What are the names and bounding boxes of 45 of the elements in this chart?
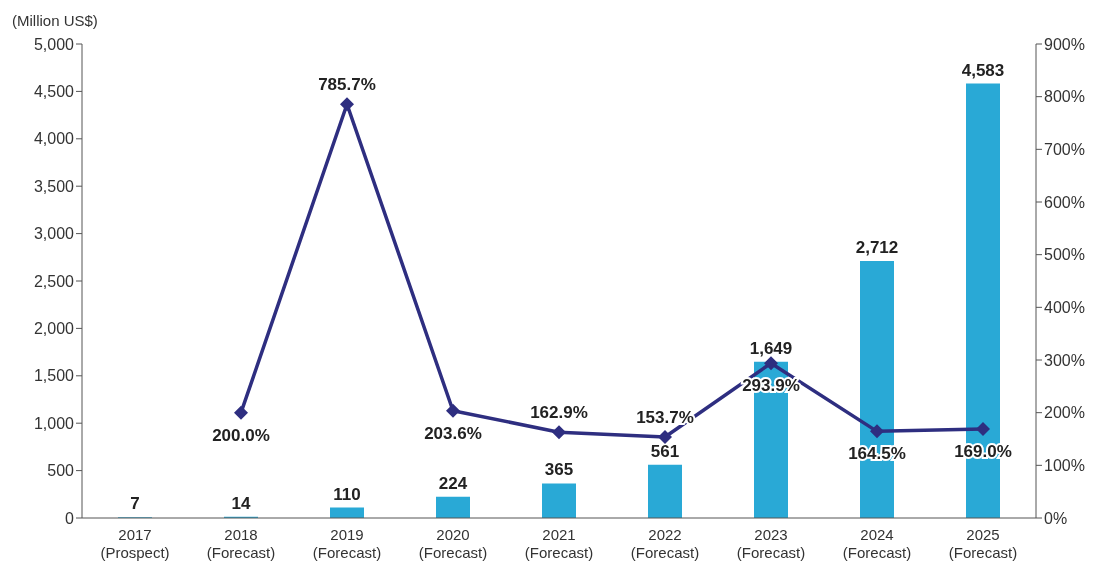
data-label: 203.6% bbox=[424, 423, 482, 443]
x-tick-label: 2022 (Forecast) bbox=[630, 526, 700, 561]
y-tick-label: 3,000 bbox=[33, 225, 75, 243]
y2-tick-label: 400% bbox=[1044, 299, 1085, 317]
y-tick-label: 1,000 bbox=[33, 414, 75, 432]
data-label: 561 bbox=[650, 441, 680, 461]
y-tick-label: 2,000 bbox=[33, 320, 75, 338]
y-tick-label: 1,500 bbox=[33, 367, 75, 385]
data-label: 153.7% bbox=[636, 408, 694, 428]
data-label: 14 bbox=[231, 493, 251, 513]
data-label: 7 bbox=[130, 494, 140, 514]
x-tick-label: 2017 (Prospect) bbox=[100, 526, 170, 561]
y-tick-label: 4,500 bbox=[33, 83, 75, 101]
data-label: 785.7% bbox=[318, 75, 376, 95]
y2-tick-label: 900% bbox=[1044, 35, 1085, 53]
y-tick-label: 2,500 bbox=[33, 272, 75, 290]
y-tick-label: 4,000 bbox=[33, 130, 75, 148]
y2-tick-label: 200% bbox=[1044, 404, 1085, 422]
x-tick-label: 2023 (Forecast) bbox=[736, 526, 806, 561]
y2-tick-label: 500% bbox=[1044, 246, 1085, 264]
y-axis-title: (Million US$) bbox=[12, 12, 98, 29]
y-tick-label: 500 bbox=[47, 462, 75, 480]
data-label: 365 bbox=[544, 460, 574, 480]
data-label: 200.0% bbox=[212, 425, 270, 445]
data-label: 110 bbox=[333, 484, 361, 504]
y2-tick-label: 800% bbox=[1044, 88, 1085, 106]
data-label: 1,649 bbox=[749, 338, 793, 358]
data-label: 4,583 bbox=[961, 60, 1005, 80]
x-tick-label: 2024 (Forecast) bbox=[842, 526, 912, 561]
y-tick-label: 0 bbox=[65, 509, 75, 527]
data-label: 224 bbox=[438, 473, 468, 493]
y-tick-label: 5,000 bbox=[33, 35, 75, 53]
y2-tick-label: 700% bbox=[1044, 141, 1085, 159]
x-tick-label: 2020 (Forecast) bbox=[418, 526, 488, 561]
y2-tick-label: 100% bbox=[1044, 457, 1085, 475]
data-label: 162.9% bbox=[530, 403, 588, 423]
data-label: 2,712 bbox=[855, 237, 899, 257]
x-tick-label: 2025 (Forecast) bbox=[948, 526, 1018, 561]
x-tick-label: 2019 (Forecast) bbox=[312, 526, 382, 561]
x-tick-label: 2018 (Forecast) bbox=[206, 526, 276, 561]
y2-tick-label: 600% bbox=[1044, 193, 1085, 211]
y-tick-label: 3,500 bbox=[33, 177, 75, 195]
x-tick-label: 2021 (Forecast) bbox=[524, 526, 594, 561]
y2-tick-label: 0% bbox=[1044, 509, 1068, 527]
y2-tick-label: 300% bbox=[1044, 351, 1085, 369]
